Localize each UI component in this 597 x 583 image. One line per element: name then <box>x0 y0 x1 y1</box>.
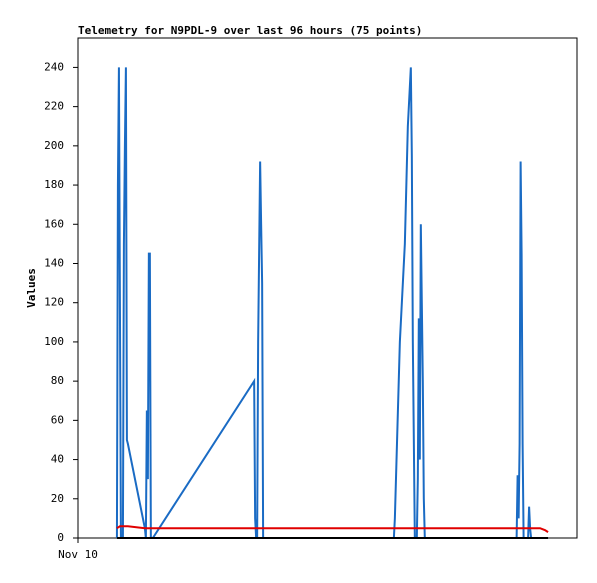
x-tick-label: Nov 10 <box>58 548 98 561</box>
y-tick-label: 120 <box>44 296 64 309</box>
y-tick-label: 160 <box>44 217 64 230</box>
y-tick-label: 100 <box>44 335 64 348</box>
y-tick-label: 220 <box>44 100 64 113</box>
y-tick-label: 0 <box>57 531 64 544</box>
series-line <box>116 525 549 533</box>
y-tick-label: 140 <box>44 256 64 269</box>
y-tick-label: 180 <box>44 178 64 191</box>
y-tick-label: 60 <box>51 413 64 426</box>
y-tick-label: 200 <box>44 139 64 152</box>
y-tick-label: 40 <box>51 453 64 466</box>
y-tick-label: 240 <box>44 60 64 73</box>
y-tick-label: 80 <box>51 374 64 387</box>
y-tick-label: 20 <box>51 492 64 505</box>
plot-frame <box>77 37 578 539</box>
series-line <box>115 67 533 539</box>
chart-title: Telemetry for N9PDL-9 over last 96 hours… <box>78 24 422 37</box>
y-axis-label: Values <box>25 268 38 308</box>
